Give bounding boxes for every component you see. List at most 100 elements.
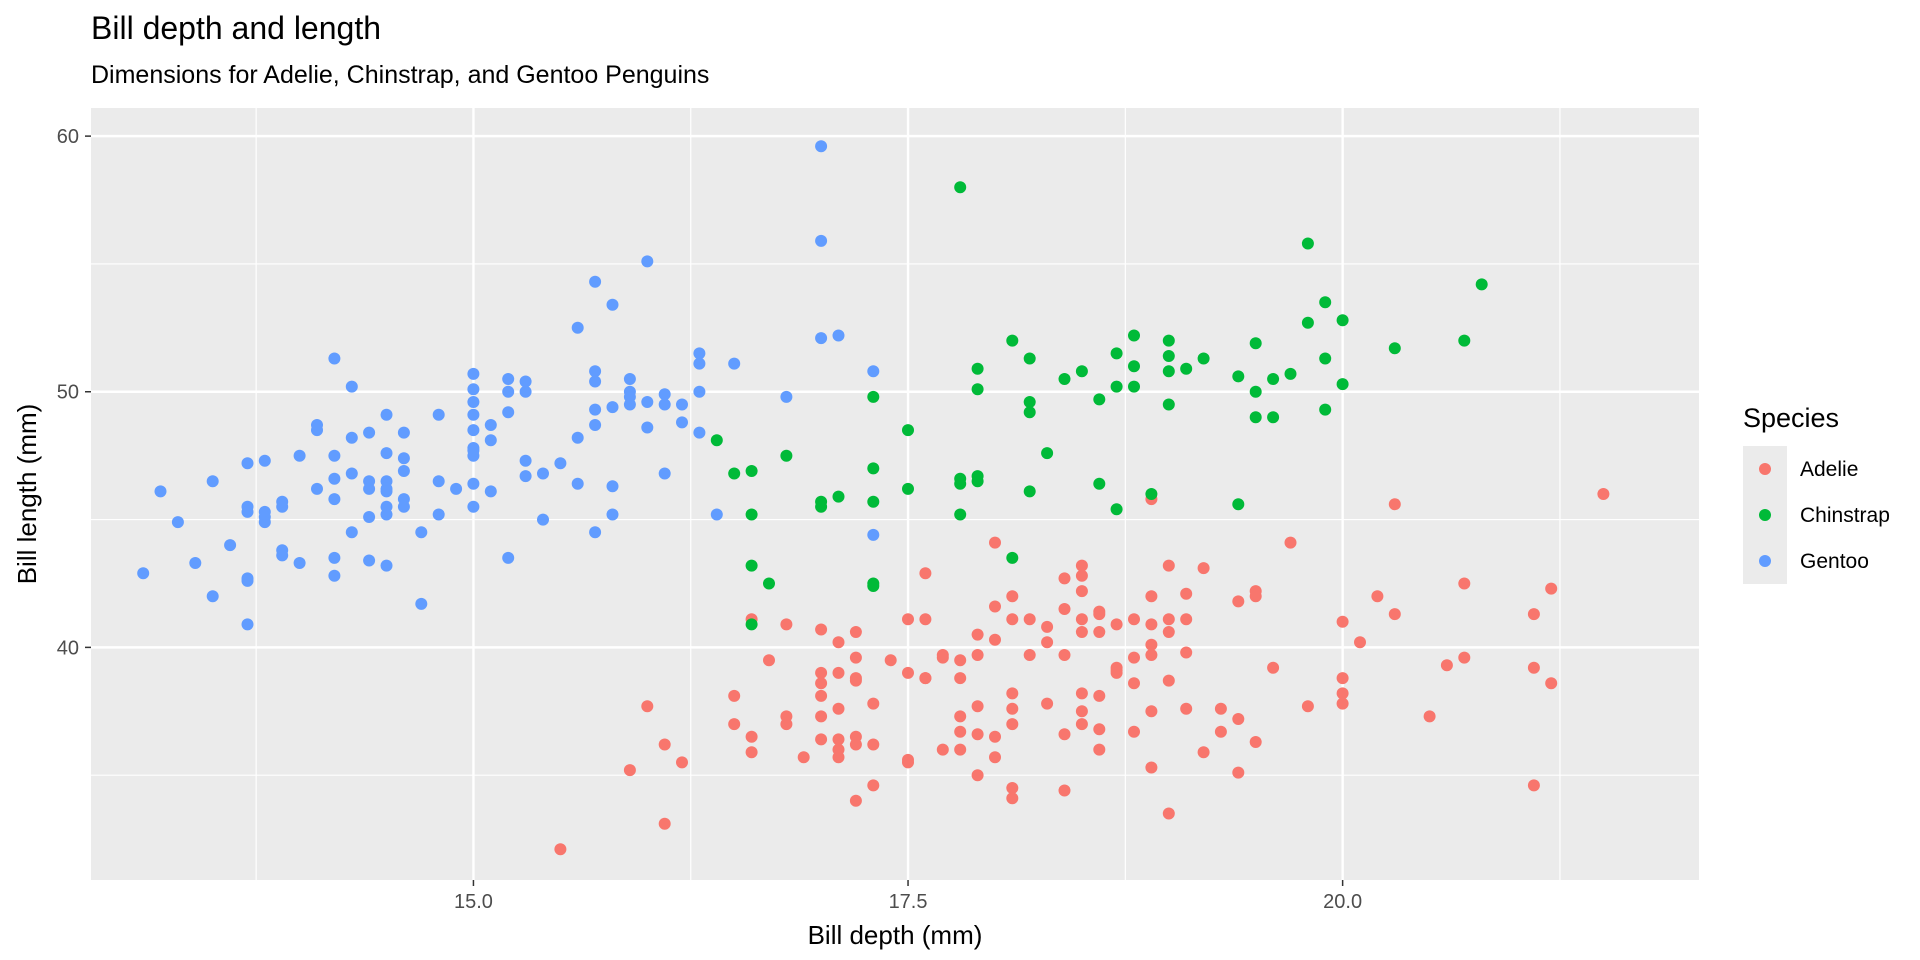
point-chinstrap bbox=[867, 462, 880, 475]
point-gentoo bbox=[623, 398, 636, 411]
point-adelie bbox=[954, 743, 967, 756]
point-adelie bbox=[1145, 649, 1158, 661]
legend-label-chinstrap: Chinstrap bbox=[1800, 504, 1890, 527]
point-adelie bbox=[797, 751, 810, 764]
point-gentoo bbox=[658, 467, 671, 480]
point-adelie bbox=[1180, 613, 1193, 626]
point-adelie bbox=[919, 613, 932, 626]
point-adelie bbox=[989, 751, 1001, 764]
legend-label-adelie: Adelie bbox=[1800, 458, 1858, 481]
point-adelie bbox=[849, 794, 862, 807]
point-chinstrap bbox=[1284, 367, 1297, 380]
point-adelie bbox=[1162, 626, 1175, 638]
point-adelie bbox=[1527, 608, 1540, 621]
point-adelie bbox=[1128, 677, 1140, 690]
point-chinstrap bbox=[1162, 334, 1175, 347]
point-gentoo bbox=[502, 373, 515, 385]
point-gentoo bbox=[676, 398, 688, 411]
point-adelie bbox=[867, 738, 880, 751]
point-chinstrap bbox=[1249, 337, 1262, 350]
point-gentoo bbox=[589, 419, 602, 431]
point-gentoo bbox=[728, 357, 741, 370]
point-chinstrap bbox=[1023, 485, 1036, 498]
point-adelie bbox=[902, 613, 914, 626]
point-chinstrap bbox=[1093, 477, 1106, 490]
point-adelie bbox=[1110, 666, 1123, 679]
point-chinstrap bbox=[1267, 411, 1280, 424]
y-tick-label: 50 bbox=[57, 382, 79, 404]
point-adelie bbox=[971, 769, 984, 782]
point-adelie bbox=[954, 710, 967, 723]
point-gentoo bbox=[815, 234, 828, 247]
point-gentoo bbox=[276, 549, 289, 562]
point-chinstrap bbox=[1162, 365, 1175, 378]
point-chinstrap bbox=[1006, 334, 1019, 347]
point-adelie bbox=[1284, 536, 1297, 549]
point-adelie bbox=[641, 700, 654, 713]
point-gentoo bbox=[380, 559, 393, 572]
point-gentoo bbox=[137, 567, 150, 580]
point-adelie bbox=[1249, 736, 1262, 748]
point-adelie bbox=[989, 536, 1001, 549]
point-adelie bbox=[1388, 498, 1401, 511]
point-chinstrap bbox=[1197, 352, 1210, 365]
point-adelie bbox=[867, 697, 880, 710]
point-adelie bbox=[1023, 649, 1036, 661]
point-adelie bbox=[989, 730, 1001, 743]
point-adelie bbox=[658, 738, 671, 751]
point-adelie bbox=[1388, 608, 1401, 621]
point-gentoo bbox=[537, 467, 549, 480]
point-gentoo bbox=[363, 554, 376, 567]
point-adelie bbox=[1006, 792, 1019, 805]
point-gentoo bbox=[311, 482, 323, 495]
point-adelie bbox=[1006, 782, 1019, 794]
point-gentoo bbox=[658, 388, 671, 401]
point-gentoo bbox=[241, 618, 254, 631]
point-gentoo bbox=[311, 419, 323, 431]
point-adelie bbox=[815, 623, 828, 636]
point-chinstrap bbox=[1110, 380, 1123, 393]
point-gentoo bbox=[658, 398, 671, 411]
legend: Species Adelie Chinstrap Gentoo bbox=[1743, 403, 1890, 584]
point-adelie bbox=[815, 666, 828, 679]
point-adelie bbox=[1162, 674, 1175, 687]
point-adelie bbox=[1110, 618, 1123, 631]
point-gentoo bbox=[467, 477, 480, 490]
point-gentoo bbox=[554, 457, 567, 470]
point-gentoo bbox=[693, 347, 706, 360]
point-adelie bbox=[1180, 646, 1193, 659]
point-adelie bbox=[1232, 713, 1245, 725]
point-gentoo bbox=[241, 457, 254, 470]
point-adelie bbox=[1197, 562, 1210, 575]
point-adelie bbox=[989, 600, 1001, 613]
point-adelie bbox=[1162, 807, 1175, 820]
point-adelie bbox=[1041, 620, 1054, 633]
point-adelie bbox=[1232, 766, 1245, 779]
point-chinstrap bbox=[1075, 365, 1088, 378]
point-gentoo bbox=[693, 426, 706, 439]
point-adelie bbox=[1371, 590, 1384, 603]
point-chinstrap bbox=[1110, 347, 1123, 360]
point-chinstrap bbox=[1128, 360, 1140, 373]
point-gentoo bbox=[484, 419, 497, 431]
point-chinstrap bbox=[1058, 373, 1071, 385]
point-adelie bbox=[1440, 659, 1453, 672]
point-adelie bbox=[849, 730, 862, 743]
point-gentoo bbox=[467, 396, 480, 408]
point-gentoo bbox=[432, 408, 445, 421]
point-gentoo bbox=[397, 500, 410, 513]
point-adelie bbox=[1006, 687, 1019, 700]
minor-gridlines bbox=[91, 108, 1699, 880]
point-gentoo bbox=[467, 383, 480, 396]
point-gentoo bbox=[537, 513, 549, 526]
point-chinstrap bbox=[1162, 398, 1175, 411]
point-adelie bbox=[1041, 697, 1054, 710]
point-gentoo bbox=[623, 373, 636, 385]
point-gentoo bbox=[467, 444, 480, 457]
point-chinstrap bbox=[1301, 316, 1314, 329]
point-adelie bbox=[849, 672, 862, 685]
point-gentoo bbox=[328, 569, 341, 582]
point-adelie bbox=[936, 649, 949, 661]
chart-subtitle: Dimensions for Adelie, Chinstrap, and Ge… bbox=[91, 61, 709, 89]
point-adelie bbox=[902, 666, 914, 679]
